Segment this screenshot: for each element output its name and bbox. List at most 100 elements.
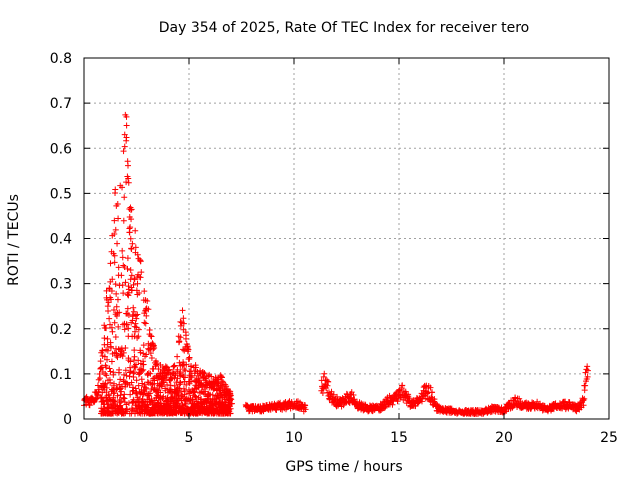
data-point xyxy=(142,320,149,327)
data-point xyxy=(183,332,190,339)
data-point xyxy=(111,217,118,224)
data-point xyxy=(197,389,204,396)
data-point xyxy=(153,361,160,368)
data-point xyxy=(99,347,106,354)
x-tick-labels: 0 5 10 15 20 25 xyxy=(80,430,618,446)
data-point xyxy=(128,272,135,279)
data-point xyxy=(566,399,573,406)
data-point xyxy=(148,354,155,361)
data-point xyxy=(177,372,184,379)
data-point xyxy=(325,378,332,385)
data-point xyxy=(105,308,112,315)
data-point xyxy=(148,333,155,340)
y-tick-labels: 0 0.1 0.2 0.3 0.4 0.5 0.6 0.7 0.8 xyxy=(50,51,72,428)
data-point xyxy=(157,389,164,396)
data-point xyxy=(127,266,134,273)
data-point xyxy=(128,245,135,252)
data-point xyxy=(177,334,184,341)
data-point xyxy=(102,370,109,377)
data-point xyxy=(196,377,203,384)
data-point xyxy=(123,179,130,186)
data-point xyxy=(145,346,152,353)
data-point xyxy=(111,231,118,238)
data-point xyxy=(389,397,396,404)
data-point xyxy=(584,367,591,374)
data-point xyxy=(228,400,235,407)
data-point xyxy=(149,381,156,388)
data-point xyxy=(208,373,215,380)
data-point xyxy=(111,259,118,266)
data-point xyxy=(134,251,141,258)
data-point xyxy=(205,372,212,379)
data-point xyxy=(146,326,153,333)
data-point xyxy=(130,281,137,288)
data-point xyxy=(116,366,123,373)
data-point xyxy=(108,324,115,331)
data-point xyxy=(147,350,154,357)
data-point xyxy=(115,215,122,222)
data-point xyxy=(142,384,149,391)
data-point xyxy=(119,247,126,254)
data-point xyxy=(120,349,127,356)
data-point xyxy=(141,288,148,295)
data-point xyxy=(134,280,141,287)
data-point xyxy=(584,373,591,380)
data-point xyxy=(94,392,101,399)
data-point xyxy=(137,349,144,356)
data-point xyxy=(120,262,127,269)
data-point xyxy=(151,345,158,352)
data-point xyxy=(120,394,127,401)
data-point xyxy=(166,366,173,373)
data-point xyxy=(127,391,134,398)
data-point xyxy=(424,390,431,397)
data-point xyxy=(179,307,186,314)
data-point xyxy=(120,217,127,224)
data-point xyxy=(109,328,116,335)
data-point xyxy=(115,323,122,330)
data-point xyxy=(113,350,120,357)
data-points xyxy=(81,111,591,417)
data-point xyxy=(128,216,135,223)
data-point xyxy=(580,402,587,409)
data-point xyxy=(110,371,117,378)
data-point xyxy=(140,358,147,365)
data-point xyxy=(114,240,121,247)
data-point xyxy=(140,342,147,349)
data-point xyxy=(172,372,179,379)
data-point xyxy=(176,359,183,366)
data-point xyxy=(132,244,139,251)
data-point xyxy=(113,312,120,319)
data-point xyxy=(111,319,118,326)
x-tick-label: 20 xyxy=(495,430,513,446)
data-point xyxy=(101,353,108,360)
data-point xyxy=(113,290,120,297)
data-point xyxy=(127,206,134,213)
data-point xyxy=(185,346,192,353)
data-point xyxy=(127,235,134,242)
data-point xyxy=(141,381,148,388)
data-point xyxy=(104,335,111,342)
data-point xyxy=(165,367,172,374)
data-point xyxy=(167,387,174,394)
data-point xyxy=(139,368,146,375)
data-point xyxy=(302,406,309,413)
y-tick-label: 0.4 xyxy=(50,232,72,248)
data-point xyxy=(113,303,120,310)
data-point xyxy=(155,365,162,372)
data-point xyxy=(133,377,140,384)
data-point xyxy=(192,364,199,371)
data-point xyxy=(103,287,110,294)
data-point xyxy=(170,363,177,370)
data-point xyxy=(114,201,121,208)
data-point xyxy=(583,366,590,373)
data-point xyxy=(202,388,209,395)
data-point xyxy=(104,347,111,354)
data-point xyxy=(145,390,152,397)
data-point xyxy=(204,399,211,406)
data-point xyxy=(181,374,188,381)
data-point xyxy=(103,384,110,391)
data-point xyxy=(119,282,126,289)
data-point xyxy=(136,289,143,296)
data-point xyxy=(132,227,139,234)
data-point xyxy=(140,366,147,373)
